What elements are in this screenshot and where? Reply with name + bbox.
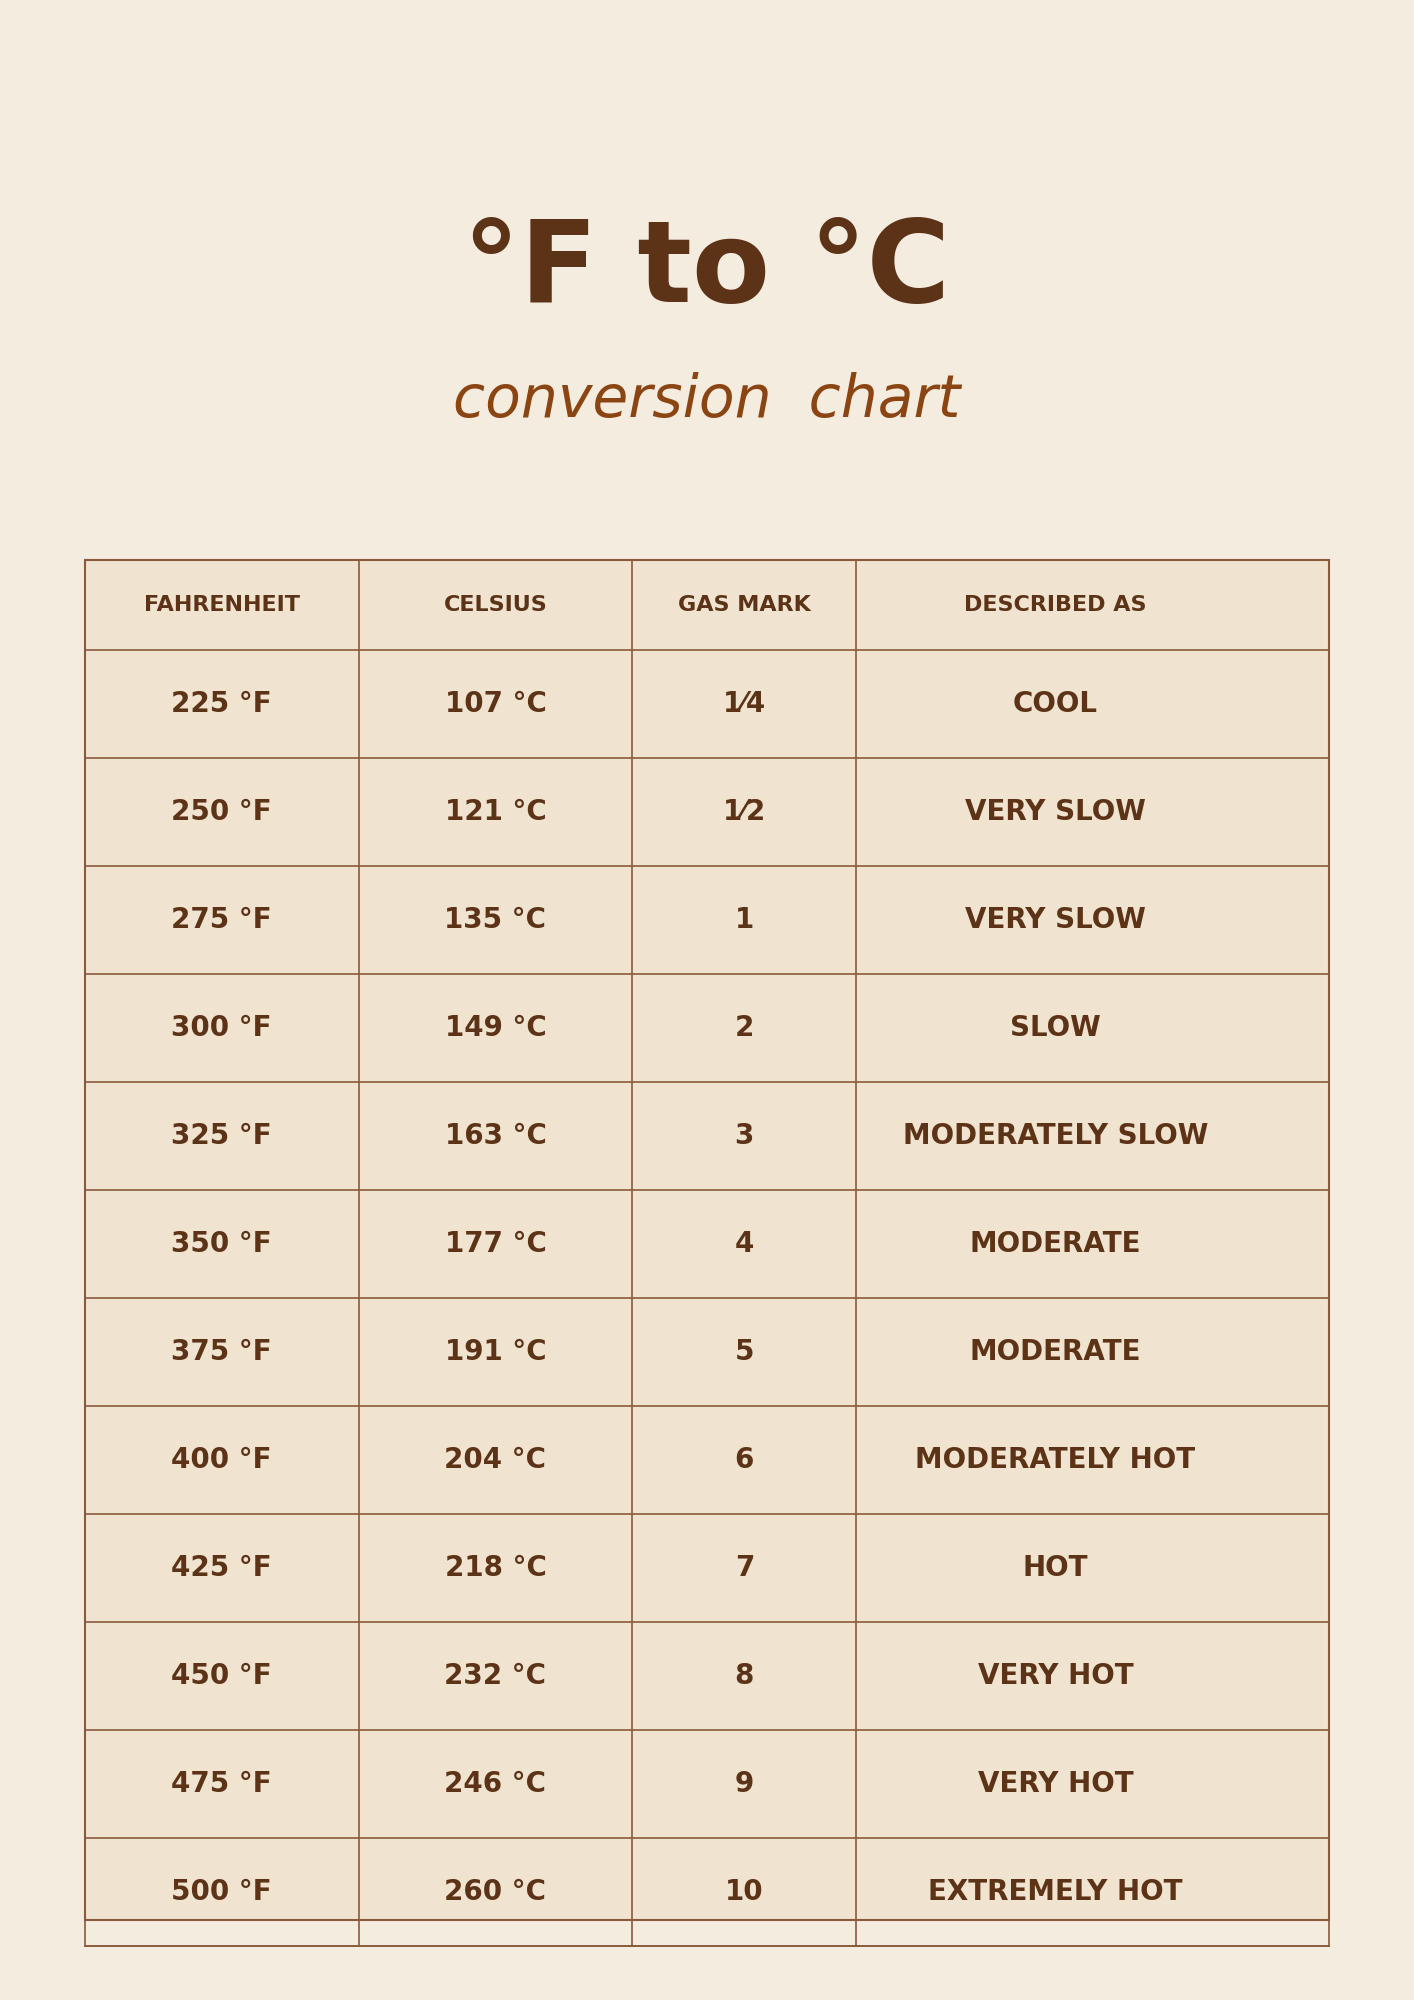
Text: 350 °F: 350 °F — [171, 1230, 271, 1258]
Text: VERY SLOW: VERY SLOW — [964, 906, 1145, 934]
Text: 7: 7 — [735, 1554, 754, 1582]
Text: 135 °C: 135 °C — [444, 906, 546, 934]
Text: 1⁄4: 1⁄4 — [723, 690, 766, 718]
Text: 375 °F: 375 °F — [171, 1338, 271, 1366]
Text: MODERATE: MODERATE — [970, 1338, 1141, 1366]
Text: 232 °C: 232 °C — [444, 1662, 546, 1690]
Text: GAS MARK: GAS MARK — [677, 596, 810, 616]
Text: DESCRIBED AS: DESCRIBED AS — [964, 596, 1147, 616]
Text: 10: 10 — [725, 1878, 764, 1906]
Text: 1: 1 — [735, 906, 754, 934]
Text: 225 °F: 225 °F — [171, 690, 271, 718]
Text: VERY SLOW: VERY SLOW — [964, 798, 1145, 826]
Text: 107 °C: 107 °C — [444, 690, 546, 718]
Text: 475 °F: 475 °F — [171, 1770, 271, 1798]
Text: 250 °F: 250 °F — [171, 798, 271, 826]
Text: 4: 4 — [735, 1230, 754, 1258]
Text: HOT: HOT — [1022, 1554, 1089, 1582]
Text: 400 °F: 400 °F — [171, 1446, 271, 1474]
Text: 2: 2 — [735, 1014, 754, 1042]
Text: VERY HOT: VERY HOT — [977, 1770, 1133, 1798]
Text: VERY HOT: VERY HOT — [977, 1662, 1133, 1690]
Text: COOL: COOL — [1012, 690, 1097, 718]
FancyBboxPatch shape — [85, 560, 1329, 1920]
Text: 5: 5 — [735, 1338, 754, 1366]
Text: 121 °C: 121 °C — [444, 798, 546, 826]
Text: 500 °F: 500 °F — [171, 1878, 271, 1906]
Text: 6: 6 — [735, 1446, 754, 1474]
Text: conversion  chart: conversion chart — [454, 372, 960, 428]
Text: 218 °C: 218 °C — [444, 1554, 546, 1582]
Text: 450 °F: 450 °F — [171, 1662, 271, 1690]
Text: 9: 9 — [735, 1770, 754, 1798]
Text: 425 °F: 425 °F — [171, 1554, 271, 1582]
Text: 191 °C: 191 °C — [444, 1338, 546, 1366]
Text: 177 °C: 177 °C — [444, 1230, 546, 1258]
Text: SLOW: SLOW — [1010, 1014, 1100, 1042]
Text: MODERATE: MODERATE — [970, 1230, 1141, 1258]
Text: 163 °C: 163 °C — [444, 1122, 546, 1150]
Text: 325 °F: 325 °F — [171, 1122, 271, 1150]
Text: 1⁄2: 1⁄2 — [723, 798, 766, 826]
Text: CELSIUS: CELSIUS — [444, 596, 547, 616]
Text: 8: 8 — [735, 1662, 754, 1690]
Text: 260 °C: 260 °C — [444, 1878, 546, 1906]
Text: 3: 3 — [735, 1122, 754, 1150]
Text: 275 °F: 275 °F — [171, 906, 271, 934]
Text: FAHRENHEIT: FAHRENHEIT — [144, 596, 300, 616]
Text: MODERATELY SLOW: MODERATELY SLOW — [902, 1122, 1208, 1150]
Text: 204 °C: 204 °C — [444, 1446, 546, 1474]
Text: 300 °F: 300 °F — [171, 1014, 271, 1042]
Text: 246 °C: 246 °C — [444, 1770, 546, 1798]
Text: EXTREMELY HOT: EXTREMELY HOT — [928, 1878, 1182, 1906]
Text: °F to °C: °F to °C — [464, 214, 950, 326]
Text: 149 °C: 149 °C — [444, 1014, 546, 1042]
Text: MODERATELY HOT: MODERATELY HOT — [915, 1446, 1195, 1474]
